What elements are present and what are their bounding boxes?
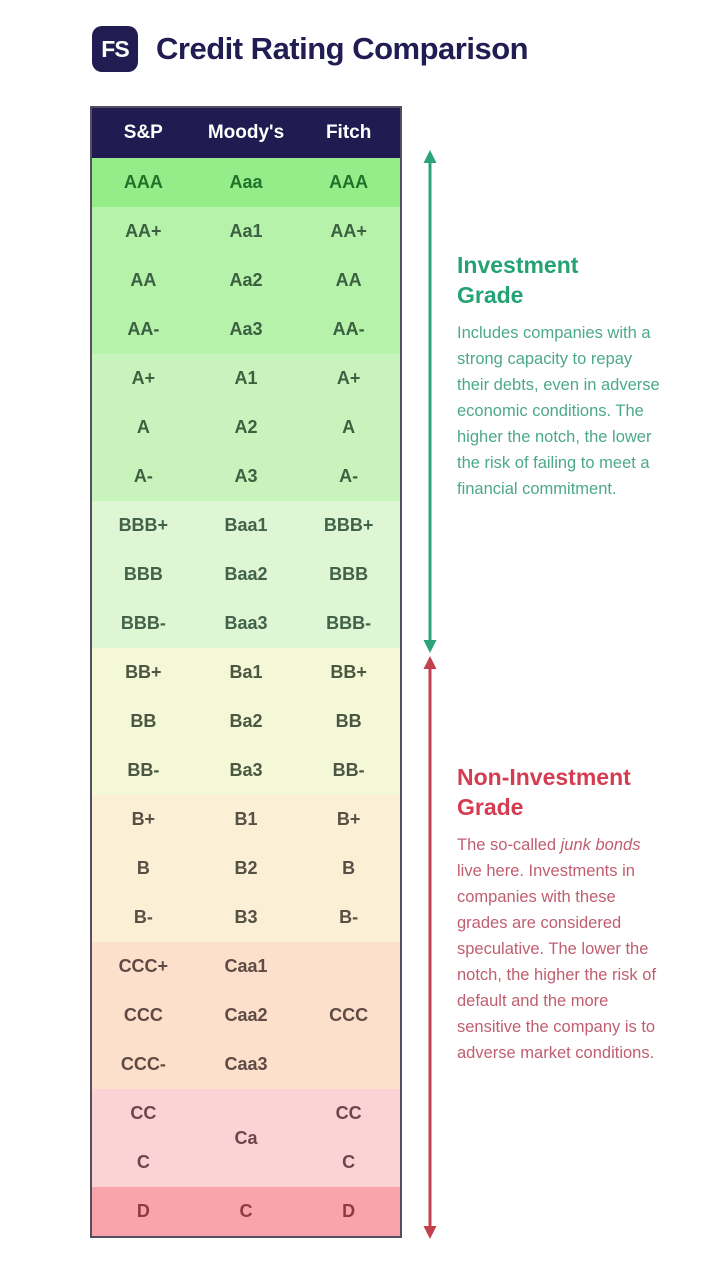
rating-table: S&P Moody's Fitch AAA Aaa AAA AA+ Aa1 AA+ AA Aa2 A… [90,106,402,1238]
rating-cell: AA+ [125,221,162,241]
rating-band-cc: CC Ca CC C C [92,1089,400,1187]
rating-cell [297,942,400,991]
rating-cell: Baa3 [224,613,268,633]
rating-cell: B+ [336,809,361,829]
rating-band-aa: AA+ Aa1 AA+ AA Aa2 AA AA- Aa3 AA- [92,207,400,354]
column-header: Moody's [207,122,285,143]
rating-cell: CCC+ [118,956,169,976]
rating-cell: B+ [131,809,156,829]
rating-cell: Baa2 [224,564,268,584]
rating-cell: BBB- [326,613,372,633]
rating-cell: BB- [127,760,160,780]
rating-cell: B1 [234,809,258,829]
rating-band-ccc: CCC+ Caa1 CCC Caa2 CCC CCC- Caa3 [92,942,400,1089]
rating-cell: B- [133,907,153,927]
rating-cell: A3 [234,466,258,486]
rating-cell: CC [130,1103,157,1123]
rating-band-bbb: BBB+ Baa1 BBB+ BBB Baa2 BBB BBB- Baa3 BBB- [92,501,400,648]
investment-grade-arrow [423,150,437,653]
rating-band-aaa: AAA Aaa AAA [92,158,400,207]
investment-arrow-head-down [423,640,437,653]
investment-arrow-head-up [423,150,437,163]
rating-cell: Ba2 [229,711,263,731]
rating-cell: AAA [123,172,163,192]
investment-grade-description: Includes companies with a strong capacit… [457,324,660,498]
rating-cell: CCC- [120,1054,166,1074]
rating-cell: B [342,858,356,878]
fs-logo: FS [92,26,138,72]
rating-cell: Caa1 [224,956,268,976]
rating-cell: BBB [329,564,369,584]
page-header: FS Credit Rating Comparison [92,26,529,72]
rating-cell: CCC [123,1005,163,1025]
rating-cell: Aaa [229,172,263,192]
rating-cell: A [342,417,356,437]
page-title: Credit Rating Comparison [156,31,529,66]
rating-cell: CC [335,1103,362,1123]
non-investment-arrow-head-up [423,656,437,669]
rating-cell: A- [339,466,359,486]
rating-cell: A- [133,466,153,486]
rating-cell: BB+ [330,662,367,682]
rating-cell: B3 [234,907,258,927]
rating-cell: BB [335,711,362,731]
rating-cell: BBB+ [323,515,374,535]
non-investment-arrow-head-down [423,1226,437,1239]
investment-grade-title: Investment Grade [457,252,579,308]
rating-cell: BB+ [125,662,162,682]
rating-cell: CCC [329,1005,369,1025]
non-investment-grade-title: Non-Investment Grade [457,764,631,820]
rating-cell: A [136,417,150,437]
rating-cell: BBB [123,564,163,584]
table-header-row: S&P Moody's Fitch [92,108,400,158]
rating-cell: Baa1 [224,515,268,535]
rating-cell: Ba3 [229,760,263,780]
rating-cell: C [136,1152,150,1172]
rating-cell: Ba1 [229,662,263,682]
rating-cell: D [342,1201,356,1221]
rating-cell: AA+ [330,221,367,241]
rating-cell: BBB- [120,613,166,633]
rating-cell: AA- [332,319,365,339]
rating-cell: B- [339,907,359,927]
rating-cell: Ca [234,1127,258,1148]
rating-band-b: B+ B1 B+ B B2 B B- B3 B- [92,795,400,942]
column-header: S&P [123,122,163,143]
rating-cell: B2 [234,858,258,878]
rating-cell: AA [335,270,362,290]
rating-cell: AA [130,270,157,290]
rating-cell: C [239,1201,253,1221]
rating-cell: BB- [332,760,365,780]
rating-cell: D [136,1201,150,1221]
non-investment-grade-arrow [423,656,437,1239]
rating-cell: A1 [234,368,258,388]
rating-cell: Aa2 [229,270,263,290]
fs-logo-text: FS [101,35,129,62]
rating-band-a: A+ A1 A+ A A2 A A- A3 A- [92,354,400,501]
rating-cell: Caa3 [224,1054,268,1074]
table-body: AAA Aaa AAA AA+ Aa1 AA+ AA Aa2 AA AA- Aa3 AA- A+ A1 A+… [92,158,400,1236]
rating-cell [297,1040,400,1089]
rating-cell: BB [130,711,157,731]
rating-cell: AA- [127,319,160,339]
non-investment-grade-description: The so-called junk bonds live here. Inve… [457,836,657,1062]
rating-cell: A+ [131,368,156,388]
rating-cell: C [342,1152,356,1172]
rating-cell: Caa2 [224,1005,268,1025]
non-investment-grade-annotation: Non-Investment Grade The so-called junk … [457,762,672,1066]
rating-cell: Aa1 [229,221,263,241]
column-header: Fitch [325,122,372,143]
rating-band-bb: BB+ Ba1 BB+ BB Ba2 BB BB- Ba3 BB- [92,648,400,795]
rating-cell: Aa3 [229,319,263,339]
investment-grade-annotation: Investment Grade Includes companies with… [457,250,672,502]
rating-cell: AAA [329,172,369,192]
rating-cell: A2 [234,417,258,437]
rating-cell: A+ [336,368,361,388]
rating-cell: BBB+ [118,515,169,535]
rating-cell: B [136,858,150,878]
grade-arrows [423,150,437,1239]
